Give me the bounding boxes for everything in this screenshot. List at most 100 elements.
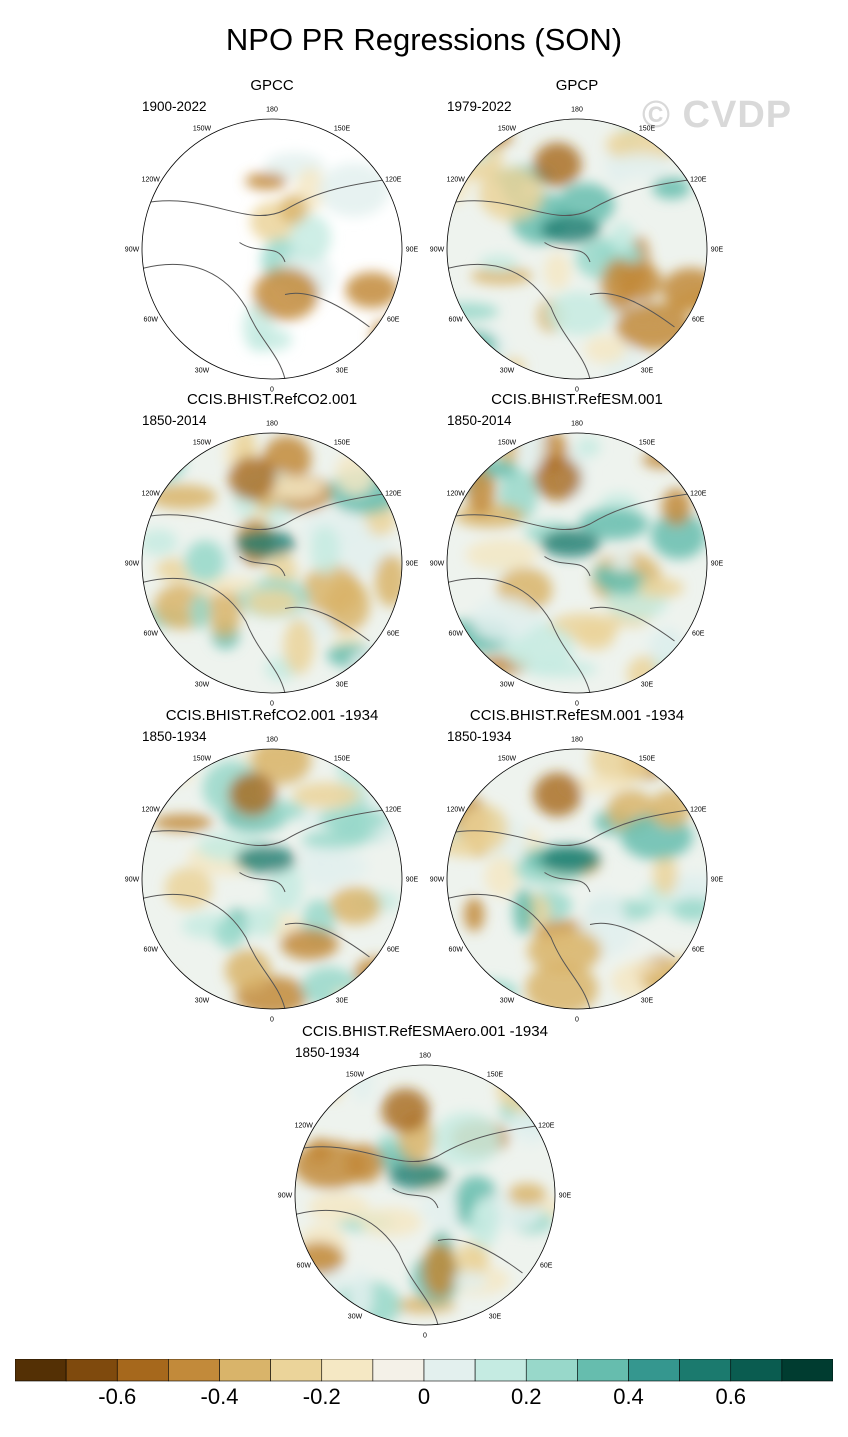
longitude-label: 120W [142, 491, 161, 498]
longitude-label: 150E [334, 439, 351, 446]
panel-title: GPCP [555, 77, 599, 94]
longitude-label: 120E [385, 491, 402, 498]
longitude-label: 30E [641, 368, 654, 375]
map-boundary [141, 748, 403, 1010]
longitude-label: 60E [387, 317, 400, 324]
longitude-label: 120E [385, 177, 402, 184]
panel-period: 1850-1934 [295, 1045, 360, 1060]
map-boundary [141, 118, 403, 380]
polar-map: 180 150E 120E 90E 60E 30E 0 30W 60W 90W 120W 150W [430, 737, 724, 1024]
colorbar-swatch [423, 1359, 476, 1382]
longitude-label: 60W [449, 317, 464, 324]
longitude-label: 0 [270, 387, 274, 394]
longitude-label: 30E [336, 682, 349, 689]
coastline [447, 491, 707, 693]
longitude-label: 90E [711, 877, 724, 884]
longitude-label: 150E [639, 439, 656, 446]
longitude-label: 60W [144, 317, 159, 324]
longitude-label: 90E [559, 1193, 572, 1200]
colorbar-swatch [65, 1359, 118, 1382]
longitude-label: 120E [690, 807, 707, 814]
longitude-label: 180 [571, 737, 583, 744]
longitude-label: 0 [270, 1017, 274, 1024]
longitude-label: 150W [498, 439, 517, 446]
panel-period: 1850-2014 [142, 413, 207, 428]
coastline [142, 491, 402, 693]
panel-title: CCIS.BHIST.RefESMAero.001 -1934 [302, 1023, 548, 1040]
panel-title: CCIS.BHIST.RefCO2.001 -1934 [165, 707, 379, 724]
panel-period: 1979-2022 [447, 99, 512, 114]
colorbar-swatch [474, 1359, 527, 1382]
longitude-label: 150E [334, 755, 351, 762]
panel-title: GPCC [250, 77, 294, 94]
colorbar-tick: 0 [417, 1384, 431, 1409]
colorbar-swatch [321, 1359, 374, 1382]
longitude-label: 30W [195, 682, 210, 689]
longitude-label: 150E [639, 125, 656, 132]
longitude-label: 60W [449, 631, 464, 638]
colorbar-swatch [679, 1359, 732, 1382]
longitude-label: 60E [692, 947, 705, 954]
longitude-label: 30E [336, 998, 349, 1005]
map-boundary [141, 432, 403, 694]
longitude-label: 0 [423, 1333, 427, 1340]
longitude-label: 30W [500, 368, 515, 375]
colorbar-tick: -0.2 [302, 1384, 341, 1409]
longitude-label: 120W [142, 807, 161, 814]
longitude-label: 0 [575, 1017, 579, 1024]
longitude-label: 150W [346, 1071, 365, 1078]
longitude-label: 60E [387, 947, 400, 954]
colorbar-swatch [168, 1359, 220, 1382]
longitude-label: 0 [575, 701, 579, 708]
longitude-label: 120E [385, 807, 402, 814]
map-boundary [446, 432, 708, 694]
panel-period: 1850-1934 [142, 729, 207, 744]
longitude-label: 60W [144, 947, 159, 954]
coastline [142, 177, 402, 379]
polar-map: 180 150E 120E 90E 60E 30E 0 30W 60W 90W 120W 150W [125, 737, 419, 1024]
longitude-label: 90E [406, 561, 419, 568]
longitude-label: 150W [193, 755, 212, 762]
longitude-label: 150E [334, 125, 351, 132]
panel-period: 1850-2014 [447, 413, 512, 428]
polar-map: 180 150E 120E 90E 60E 30E 0 30W 60W 90W 120W 150W [430, 421, 724, 708]
longitude-label: 180 [266, 737, 278, 744]
colorbar-swatch [525, 1359, 578, 1382]
longitude-label: 120W [447, 491, 466, 498]
longitude-label: 60E [692, 631, 705, 638]
longitude-label: 180 [571, 107, 583, 114]
longitude-label: 90W [430, 561, 445, 568]
panel-title: CCIS.BHIST.RefESM.001 [491, 391, 663, 408]
longitude-label: 90W [125, 561, 140, 568]
longitude-label: 30W [348, 1314, 363, 1321]
longitude-label: 150E [487, 1071, 504, 1078]
coastline [295, 1123, 555, 1325]
longitude-label: 30W [195, 998, 210, 1005]
longitude-label: 150W [193, 125, 212, 132]
longitude-label: 120E [690, 177, 707, 184]
panel-period: 1900-2022 [142, 99, 207, 114]
map-boundary [446, 748, 708, 1010]
colorbar-swatch [730, 1359, 783, 1382]
longitude-label: 90E [711, 247, 724, 254]
longitude-label: 30W [500, 682, 515, 689]
longitude-label: 30W [500, 998, 515, 1005]
polar-map: 180 150E 120E 90E 60E 30E 0 30W 60W 90W 120W 150W [125, 421, 419, 708]
longitude-label: 120E [690, 491, 707, 498]
longitude-label: 30E [336, 368, 349, 375]
watermark: © CVDP [642, 94, 793, 136]
longitude-label: 180 [266, 421, 278, 428]
longitude-label: 120E [538, 1123, 555, 1130]
longitude-label: 150W [498, 755, 517, 762]
colorbar-swatch [219, 1359, 271, 1382]
colorbar-tick: -0.4 [200, 1384, 239, 1409]
longitude-label: 60E [387, 631, 400, 638]
longitude-label: 90E [711, 561, 724, 568]
longitude-label: 120W [447, 177, 466, 184]
longitude-label: 180 [419, 1053, 431, 1060]
longitude-label: 30W [195, 368, 210, 375]
longitude-label: 60E [540, 1263, 553, 1270]
polar-map: 180 150E 120E 90E 60E 30E 0 30W 60W 90W 120W 150W [430, 107, 724, 394]
longitude-label: 30E [489, 1314, 502, 1321]
longitude-label: 150W [498, 125, 517, 132]
